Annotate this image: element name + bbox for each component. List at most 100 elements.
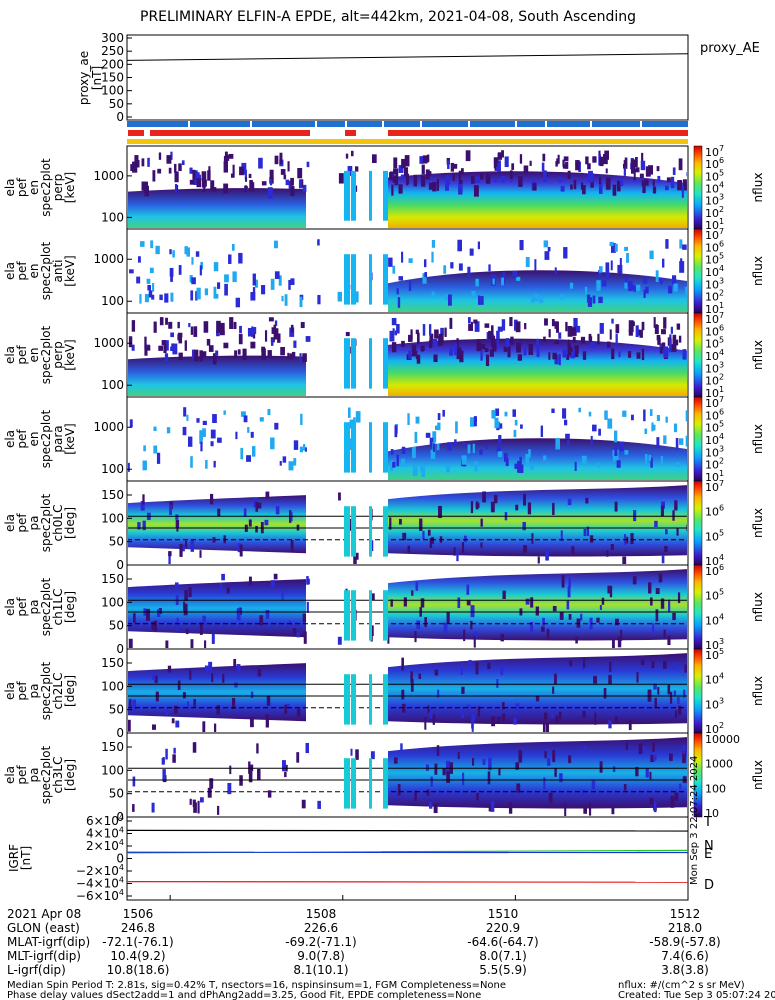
en_anti-pixel xyxy=(626,253,629,263)
en_perp-pixel xyxy=(635,167,640,173)
pa_ch3-pixel xyxy=(207,787,212,798)
en_perp-pixel xyxy=(452,172,455,181)
en_para-pixel xyxy=(355,411,361,423)
pa_ch1-pixel xyxy=(457,597,461,608)
en_perp2-pixel xyxy=(571,327,577,336)
pa_ch2-pixel xyxy=(684,664,687,673)
en_perp2-pixel xyxy=(271,327,277,334)
pa_ch3-pixel xyxy=(248,761,251,774)
en_para-colorbar-tick: 103 xyxy=(705,444,724,459)
en_perp2-pixel xyxy=(567,325,573,337)
en_anti-pixel xyxy=(317,239,320,246)
en_perp-pixel xyxy=(283,174,287,180)
pa_ch0-pixel xyxy=(622,556,627,564)
en_perp-pixel xyxy=(223,183,229,194)
en_perp-pixel xyxy=(223,161,228,173)
en_perp2-pixel xyxy=(229,317,234,329)
en_perp2-pixel xyxy=(490,335,496,348)
pa_ch1-pixel xyxy=(470,620,473,630)
igrf-legend-N: N xyxy=(704,839,714,854)
pa_ch1-pixel xyxy=(221,573,225,581)
en_anti-pixel xyxy=(642,278,648,284)
en_anti-pixel xyxy=(278,275,282,286)
pa_ch1-pixel xyxy=(219,582,222,594)
en_para-pixel xyxy=(598,428,601,436)
en_perp-pixel xyxy=(686,172,687,177)
en_anti-pixel xyxy=(139,294,142,304)
en_perp2-ytick-label: 1000 xyxy=(93,336,124,350)
glon-v2: 220.9 xyxy=(486,921,520,935)
proxy-ae-ylabel: proxy_ae[nT] xyxy=(77,51,104,105)
en_para-pixel xyxy=(499,423,503,429)
pa_ch1-pixel xyxy=(648,582,652,594)
pa_ch1-pixel xyxy=(576,618,581,628)
en_perp2-pixel xyxy=(574,345,579,354)
pa_ch1-pixel xyxy=(199,622,203,635)
pa_ch1-pixel xyxy=(156,609,161,617)
en_perp-pixel xyxy=(261,181,267,186)
en_perp2-pixel xyxy=(615,333,618,345)
en_perp2-pixel xyxy=(178,337,183,344)
en_perp-pixel xyxy=(445,179,449,191)
pa_ch3-pixel xyxy=(591,780,596,790)
en_perp2-pixel xyxy=(505,338,509,348)
en_perp2-pixel xyxy=(671,345,677,352)
en_perp2-pixel xyxy=(523,346,527,356)
en_perp2-pixel xyxy=(159,317,164,326)
en_anti-pixel xyxy=(645,286,649,294)
en_anti-stripe xyxy=(369,254,372,305)
spec-bar-yellow xyxy=(127,139,688,144)
en_perp2-pixel xyxy=(290,324,294,333)
en_perp-pixel xyxy=(422,155,428,164)
igrf-ytick-label: 6×104 xyxy=(86,813,124,828)
en_perp-pixel xyxy=(640,160,646,171)
pa_ch1-pixel xyxy=(292,628,297,634)
en_perp2-pixel xyxy=(234,350,238,359)
xtick-1510: 1510 xyxy=(488,907,519,921)
pa_ch2-colorbar-tick: 102 xyxy=(705,721,724,736)
pa_ch2-pixel xyxy=(236,664,241,673)
pa_ch2-pixel xyxy=(257,668,262,677)
en_anti-ytick-label: 100 xyxy=(101,294,124,308)
en_para-pixel xyxy=(504,411,508,417)
pa_ch1-pixel xyxy=(567,586,571,598)
pa_ch3-pixel xyxy=(515,762,520,770)
en_perp2-pixel xyxy=(420,345,425,351)
pa_ch3-pixel xyxy=(433,803,438,814)
pa_ch2-pixel xyxy=(502,702,505,710)
en_perp2-pixel xyxy=(675,339,679,346)
en_perp-pixel xyxy=(371,154,377,164)
en_perp2-pixel xyxy=(247,327,253,337)
en_perp2-pixel xyxy=(510,336,514,345)
pa_ch1-pixel xyxy=(575,636,578,644)
glon-v1: 226.6 xyxy=(304,921,338,935)
en_anti-stripe xyxy=(351,254,356,305)
pa_ch0-ytick-label: 0 xyxy=(116,558,124,572)
pa_ch0-pixel xyxy=(355,552,359,560)
en_perp2-pixel xyxy=(233,321,237,330)
en_anti-pixel xyxy=(284,294,288,306)
pa_ch0-pixel xyxy=(470,501,474,514)
en_perp-pixel xyxy=(623,165,626,176)
spec-bar-red xyxy=(388,130,688,136)
en_para-pixel xyxy=(673,423,678,433)
en_perp2-pixel xyxy=(663,317,667,329)
pa_ch0-pixel xyxy=(630,533,634,545)
l-v1: 8.1(10.1) xyxy=(293,963,348,977)
en_para-pixel xyxy=(446,464,450,473)
pa_ch1-pixel xyxy=(672,612,676,621)
en_anti-pixel xyxy=(189,275,193,283)
en_perp-pixel xyxy=(141,158,145,167)
en_para-pixel xyxy=(401,446,406,454)
pa_ch0-pixel xyxy=(140,501,145,511)
en_para-pixel xyxy=(166,427,171,434)
pa_ch1-ytick-label: 0 xyxy=(116,642,124,656)
pa_ch3-pixel xyxy=(442,768,446,776)
en_anti-pixel xyxy=(554,267,557,274)
en_perp-stripe xyxy=(383,170,388,221)
en_para-pixel xyxy=(299,446,304,453)
en_perp2-pixel xyxy=(489,349,494,357)
pa_ch0-pixel xyxy=(660,505,664,517)
pa_ch1-pixel xyxy=(204,640,207,648)
pa_ch0-pixel xyxy=(353,555,357,564)
